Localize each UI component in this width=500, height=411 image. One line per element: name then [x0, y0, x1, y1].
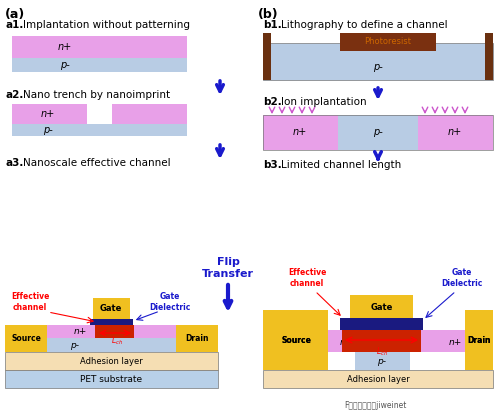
- Text: Adhesion layer: Adhesion layer: [80, 356, 142, 365]
- Bar: [338, 115, 418, 150]
- Text: Gate
Dielectric: Gate Dielectric: [150, 292, 190, 312]
- Bar: [95, 325, 134, 338]
- Text: p-: p-: [378, 356, 386, 365]
- Text: Implantation without patterning: Implantation without patterning: [23, 20, 190, 30]
- Bar: [112, 104, 187, 124]
- Bar: [176, 325, 218, 352]
- Bar: [47, 325, 176, 338]
- Bar: [465, 310, 493, 370]
- Text: p-: p-: [60, 60, 70, 70]
- Text: Nanoscale effective channel: Nanoscale effective channel: [23, 158, 171, 168]
- Text: Source: Source: [11, 333, 41, 342]
- Text: Source: Source: [281, 335, 311, 344]
- Text: p-: p-: [373, 127, 383, 137]
- Text: Gate
Dielectric: Gate Dielectric: [442, 268, 482, 288]
- Bar: [263, 370, 493, 388]
- Bar: [5, 370, 218, 388]
- Text: a3.: a3.: [5, 158, 24, 168]
- Bar: [263, 310, 328, 370]
- Text: p-: p-: [70, 340, 80, 349]
- Bar: [12, 36, 187, 58]
- Bar: [263, 115, 493, 150]
- Bar: [342, 330, 421, 352]
- Text: F集微网微信：jiweinet: F集微网微信：jiweinet: [344, 400, 406, 409]
- Text: n+: n+: [448, 337, 462, 346]
- Bar: [340, 318, 423, 330]
- Bar: [340, 33, 436, 51]
- Text: n+: n+: [448, 127, 462, 137]
- Text: Drain: Drain: [467, 335, 491, 344]
- Text: PET substrate: PET substrate: [80, 374, 142, 383]
- Bar: [263, 310, 328, 370]
- Bar: [465, 310, 493, 370]
- Text: n+: n+: [74, 326, 86, 335]
- Text: Drain: Drain: [185, 333, 209, 342]
- Text: Flip
Transfer: Flip Transfer: [202, 257, 254, 279]
- Text: Source: Source: [281, 335, 311, 344]
- Bar: [263, 43, 493, 80]
- Text: Limited channel length: Limited channel length: [281, 160, 401, 170]
- Bar: [5, 352, 218, 370]
- Text: Adhesion layer: Adhesion layer: [346, 374, 410, 383]
- Bar: [485, 33, 493, 80]
- Text: $L_{ch}$: $L_{ch}$: [111, 335, 123, 347]
- Text: n+: n+: [41, 109, 55, 119]
- Text: a2.: a2.: [5, 90, 24, 100]
- Text: Ion implantation: Ion implantation: [281, 97, 366, 107]
- Bar: [328, 330, 465, 352]
- Text: b2.: b2.: [263, 97, 282, 107]
- Bar: [350, 295, 413, 318]
- Bar: [418, 115, 493, 150]
- Bar: [5, 325, 47, 352]
- Text: (b): (b): [258, 8, 278, 21]
- Text: a1.: a1.: [5, 20, 24, 30]
- Bar: [12, 58, 187, 72]
- Text: n+: n+: [58, 42, 72, 52]
- Text: (a): (a): [5, 8, 25, 21]
- Bar: [355, 352, 410, 370]
- Text: b1.: b1.: [263, 20, 282, 30]
- Text: Lithography to define a channel: Lithography to define a channel: [281, 20, 448, 30]
- Bar: [90, 319, 133, 325]
- Text: Nano trench by nanoimprint: Nano trench by nanoimprint: [23, 90, 170, 100]
- Text: b3.: b3.: [263, 160, 282, 170]
- Text: Gate: Gate: [100, 303, 122, 312]
- Text: Effective
channel: Effective channel: [11, 292, 49, 312]
- Text: p-: p-: [373, 62, 383, 72]
- Bar: [465, 310, 493, 370]
- Text: $L_{ch}$: $L_{ch}$: [376, 346, 388, 358]
- Text: Gate: Gate: [371, 302, 393, 312]
- Text: Photoresist: Photoresist: [364, 37, 412, 46]
- Bar: [263, 115, 338, 150]
- Bar: [47, 338, 176, 352]
- Text: Drain: Drain: [467, 335, 491, 344]
- Text: n+: n+: [340, 337, 353, 346]
- Bar: [93, 298, 130, 319]
- Bar: [12, 124, 187, 136]
- Bar: [263, 310, 328, 370]
- Text: p-: p-: [43, 125, 53, 135]
- Bar: [263, 33, 271, 80]
- Bar: [12, 104, 87, 124]
- Text: n+: n+: [293, 127, 307, 137]
- Text: Effective
channel: Effective channel: [288, 268, 326, 288]
